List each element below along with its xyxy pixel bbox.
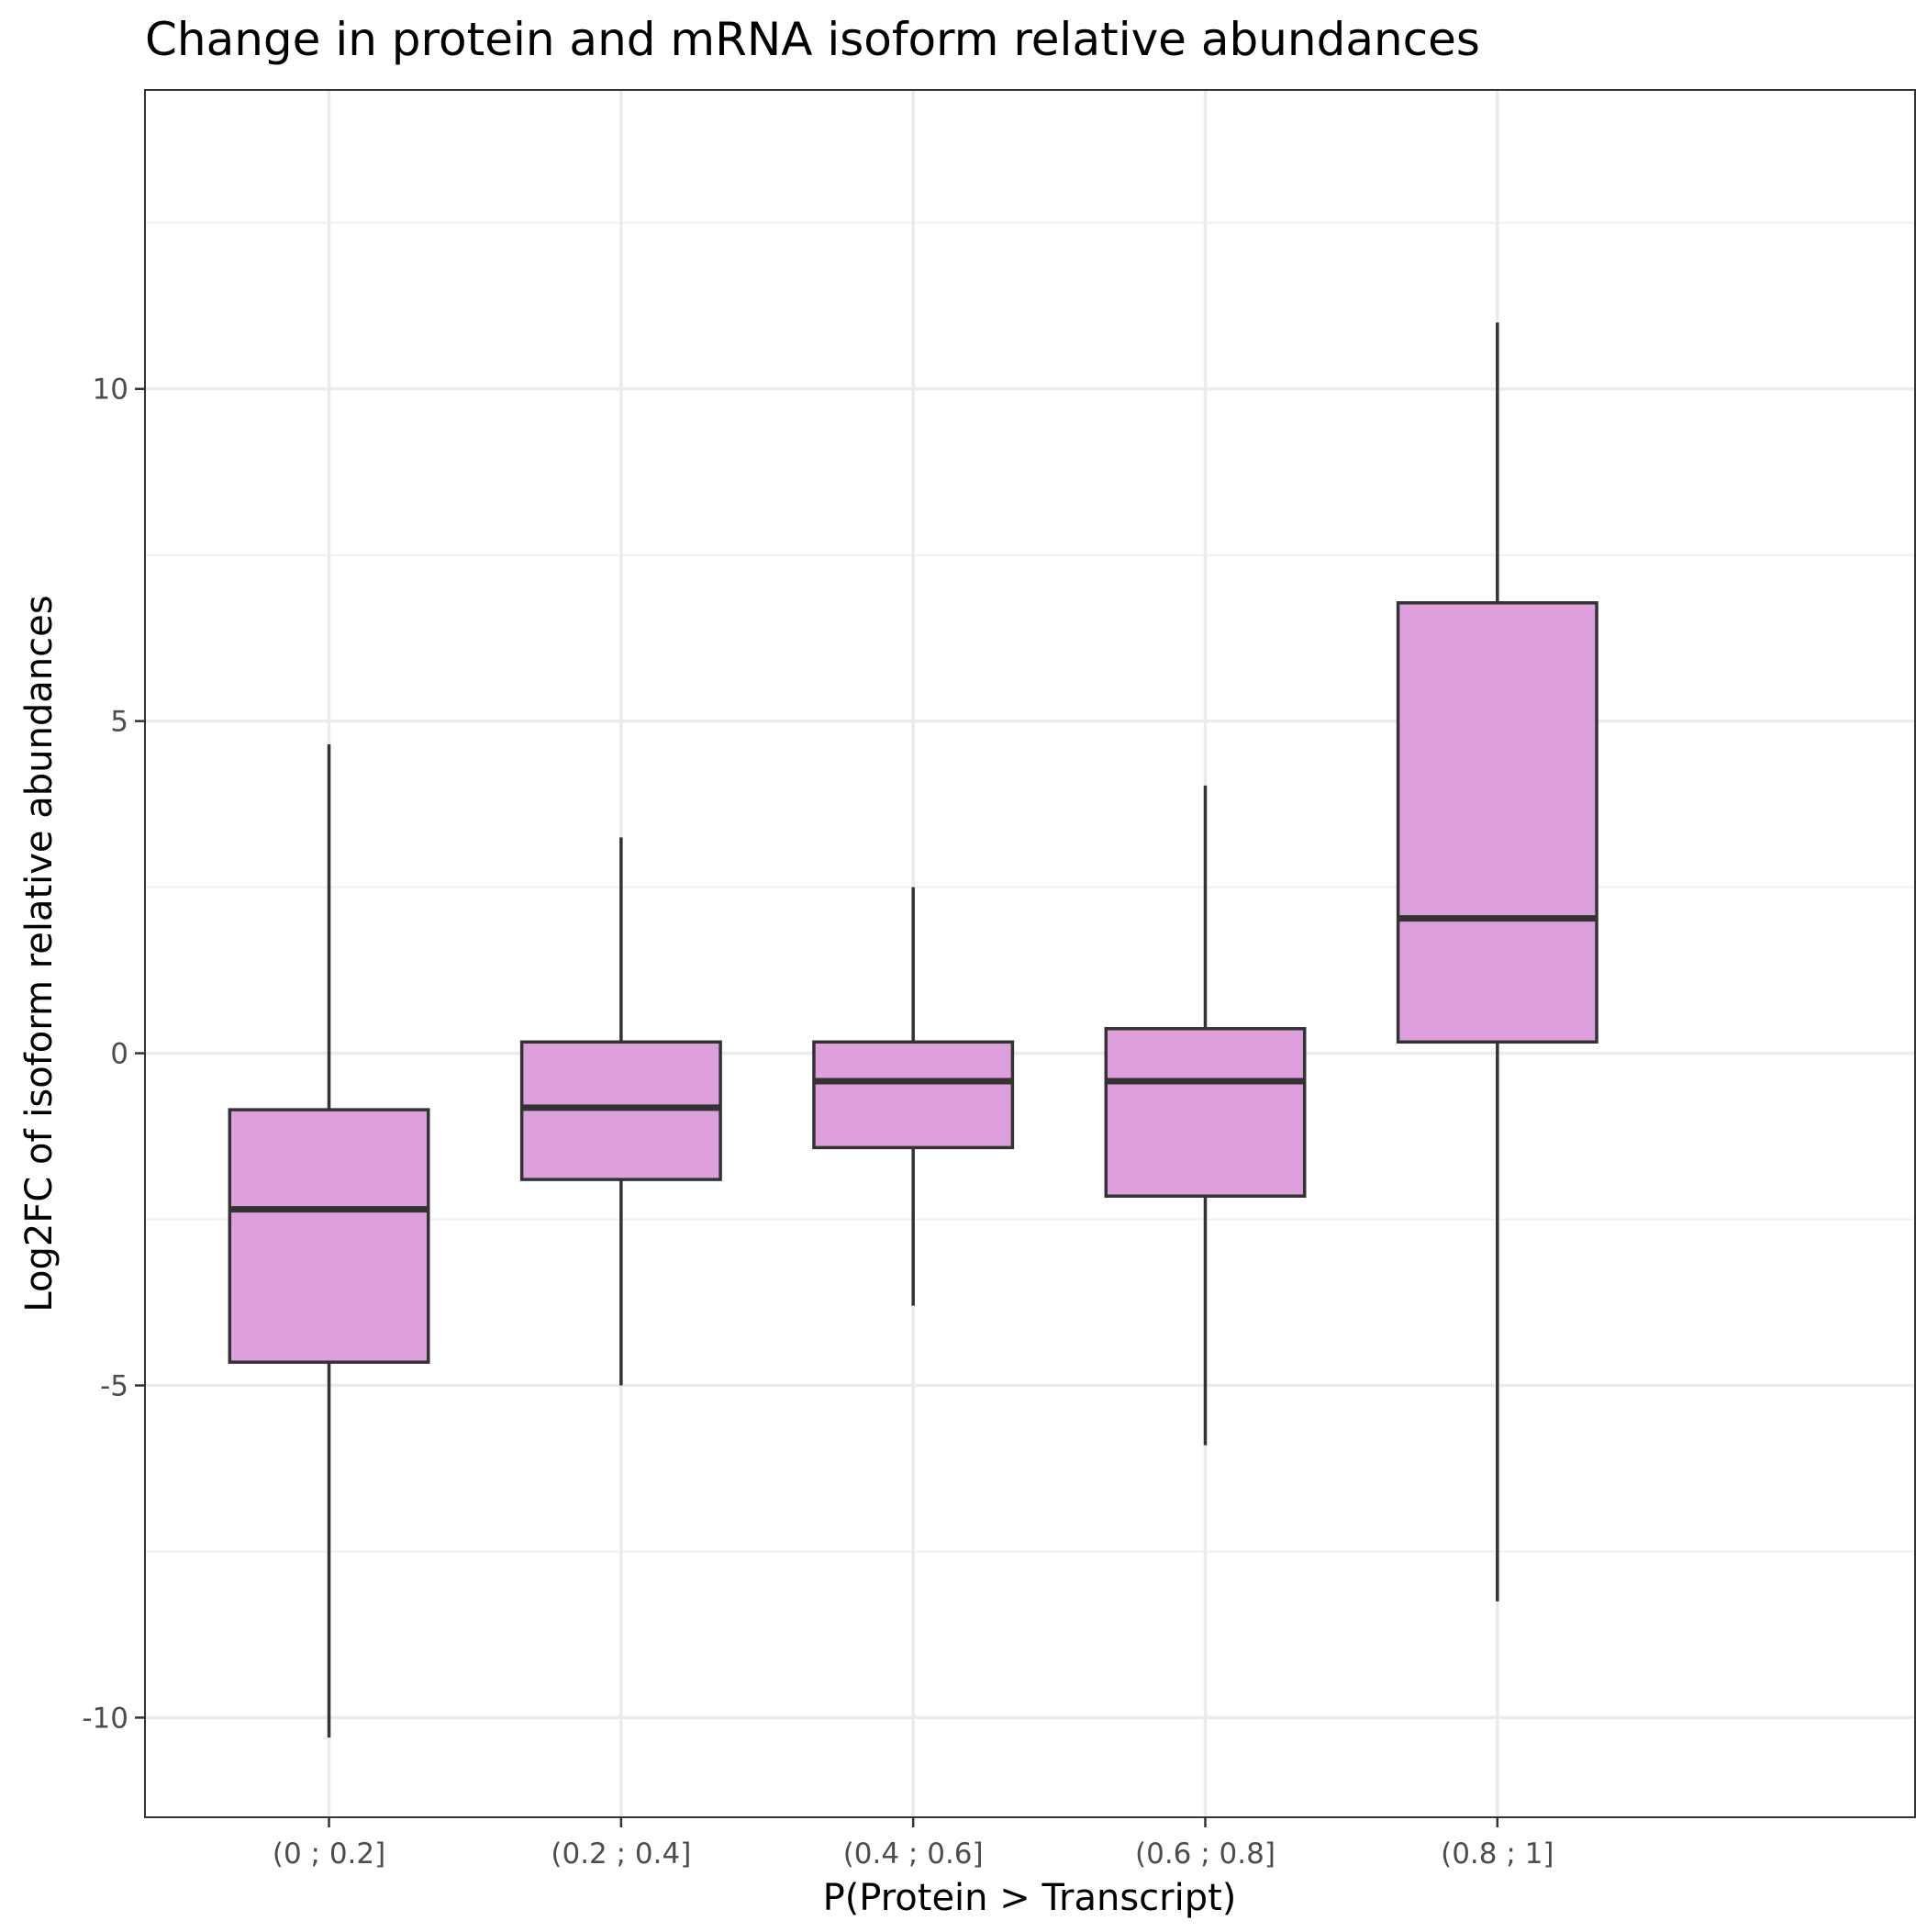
axes: -10 -5 0 5 10 (0 ; 0.2] (0.2 ; 0.4] (0.4 ; 0.6]… bbox=[82, 374, 1554, 1871]
box-iqr bbox=[228, 1108, 430, 1364]
box-group bbox=[812, 887, 1015, 1306]
box-iqr bbox=[812, 1040, 1015, 1150]
y-tick-label: -10 bbox=[82, 1702, 128, 1735]
box-group bbox=[519, 837, 722, 1386]
box-series bbox=[228, 322, 1598, 1738]
plot-panel-border bbox=[144, 89, 1916, 1818]
x-tick-label: (0.8 ; 1] bbox=[1441, 1837, 1554, 1871]
x-tick-label: (0.6 ; 0.8] bbox=[1135, 1837, 1275, 1871]
box-group bbox=[1396, 322, 1598, 1602]
y-tick-label: -5 bbox=[100, 1370, 128, 1403]
x-axis-title: P(Protein > Transcript) bbox=[823, 1877, 1237, 1919]
box-iqr bbox=[1104, 1027, 1307, 1198]
y-tick-label: 0 bbox=[110, 1038, 128, 1071]
x-tick-label: (0.4 ; 0.6] bbox=[843, 1837, 984, 1871]
x-tick-label: (0 ; 0.2] bbox=[273, 1837, 385, 1871]
y-axis-title: Log2FC of isoform relative abundances bbox=[18, 595, 61, 1312]
box-iqr bbox=[1396, 601, 1598, 1044]
chart-title: Change in protein and mRNA isoform relat… bbox=[145, 13, 1480, 66]
box-group bbox=[1104, 785, 1307, 1446]
x-tick-label: (0.2 ; 0.4] bbox=[551, 1837, 691, 1871]
y-tick-label: 5 bbox=[110, 706, 128, 739]
y-tick-label: 10 bbox=[93, 374, 128, 407]
box-group bbox=[228, 743, 430, 1738]
